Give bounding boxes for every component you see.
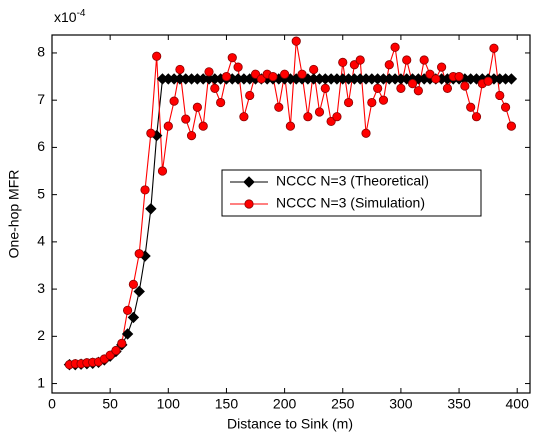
point [157,166,168,176]
point [460,81,470,91]
point [268,71,278,82]
point [245,90,255,101]
point [111,345,121,356]
y-tick-label: 8 [37,44,45,60]
point [367,97,377,108]
point [390,42,400,52]
point [320,83,330,93]
point [181,114,191,124]
point [338,57,348,67]
point [373,83,383,93]
point [117,338,127,349]
y-tick-label: 5 [37,185,45,201]
point [133,285,145,298]
point [506,121,516,131]
point [471,112,482,122]
point [505,73,518,85]
legend: NCCC N=3 (Theoretical) NCCC N=3 (Simulati… [221,169,482,217]
x-tick-label: 50 [102,396,118,412]
point [297,69,307,79]
point [483,76,493,86]
point [500,102,511,112]
point [419,55,429,65]
point [175,64,185,75]
point [186,130,197,141]
x-tick-label: 300 [389,396,413,412]
point [355,55,365,65]
point [204,67,214,77]
point [140,185,150,195]
point [303,112,313,122]
point [291,36,301,46]
x-tick-label: 400 [506,396,530,412]
point [122,305,133,315]
point [285,121,296,131]
point [495,90,505,101]
point [128,279,139,289]
point [210,83,220,93]
point [431,74,441,84]
point [396,83,406,93]
point [378,95,389,105]
point [407,79,418,89]
point [221,71,232,82]
x-axis-label: Distance to Sink (m) [227,416,353,432]
point [314,107,325,117]
plot-frame [51,34,531,394]
y-multiplier-base: x10 [54,9,77,25]
y-tick-label: 2 [37,327,45,343]
point [134,249,144,259]
legend-label: NCCC N=3 (Simulation) [276,195,425,211]
point [121,328,134,340]
legend-box [221,169,482,217]
point [280,69,290,79]
x-tick-label: 350 [447,396,471,412]
point [413,86,423,96]
y-tick-label: 1 [37,374,45,390]
legend-marker [243,176,255,188]
point [146,128,156,138]
point [192,102,202,112]
point [442,83,453,93]
y-axis-label: One-hop MFR [6,170,22,259]
point [402,55,412,65]
point [227,53,237,63]
point [361,128,371,138]
point [152,51,162,61]
y-tick-label: 7 [37,91,45,107]
point [127,311,140,324]
point [169,96,179,106]
point [216,97,226,108]
y-tick-label: 6 [37,138,45,154]
y-tick-label: 4 [37,233,45,249]
point [343,97,354,108]
y-multiplier-exponent: -4 [77,8,86,19]
x-tick-label: 200 [273,396,297,412]
point [332,112,342,122]
point [437,62,447,72]
point [489,43,499,53]
x-tick-label: 150 [215,396,239,412]
point [466,102,476,112]
point [239,112,249,122]
point [384,60,394,70]
point [233,62,243,72]
x-tick-label: 100 [157,396,181,412]
x-tick-label: 0 [48,396,56,412]
point [145,203,157,215]
x-tick-label: 250 [331,396,355,412]
legend-label: NCCC N=3 (Theoretical) [276,173,429,189]
y-tick-label: 3 [37,280,45,296]
point [198,121,208,131]
point [163,121,173,131]
legend-marker [244,199,254,209]
point [309,64,319,75]
y-multiplier: x10-4 [54,8,86,25]
point [274,102,284,112]
point [454,71,464,82]
